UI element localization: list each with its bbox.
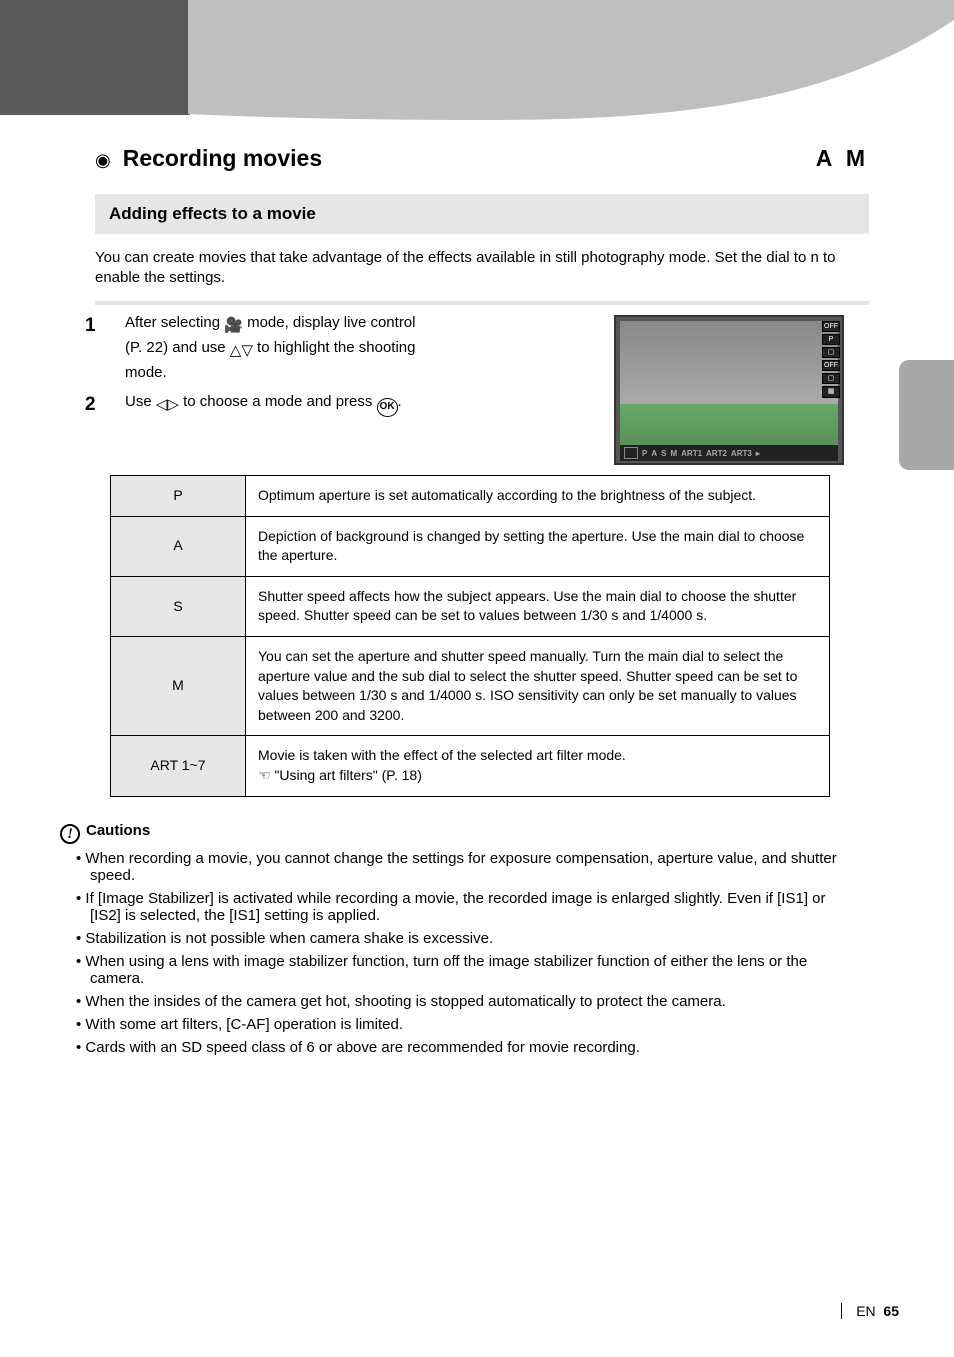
caution-icon: ! xyxy=(60,824,80,844)
leftright-icon: ◁▷ xyxy=(156,394,179,416)
lcd-cam-icon xyxy=(624,447,638,459)
lcd-mode: M xyxy=(670,449,677,458)
step1-text-c: (P. 22) and use xyxy=(125,339,230,356)
lcd-side-item: ▦ xyxy=(822,386,840,397)
step1-text-e: mode. xyxy=(125,364,167,381)
lcd-mode: ART3 xyxy=(731,449,752,458)
step1-text-b: mode, display live control xyxy=(243,314,416,331)
step2-text-b: to choose a mode and press xyxy=(179,393,377,410)
desc-cell: Depiction of background is changed by se… xyxy=(246,516,830,576)
step-number: 1 xyxy=(85,312,111,383)
section-title: Recording movies xyxy=(123,145,322,172)
subsection-bar: Adding effects to a movie xyxy=(95,194,869,234)
hand-pointer-icon: ☞ xyxy=(258,766,271,786)
caution-item: Stabilization is not possible when camer… xyxy=(60,930,844,947)
lcd-side-item: ▢ xyxy=(822,373,840,384)
section-heading-area: ◉ Recording movies A M Adding effects to… xyxy=(95,145,869,305)
movie-mode-icon: 🎥 xyxy=(224,315,243,337)
lcd-mode: P xyxy=(642,449,647,458)
lcd-side-item: ▢ xyxy=(822,347,840,358)
table-row: ART 1~7 Movie is taken with the effect o… xyxy=(111,736,830,796)
lcd-side-item: P xyxy=(822,334,840,345)
step2-text-a: Use xyxy=(125,393,156,410)
updown-icon: △▽ xyxy=(230,340,253,362)
mode-indicator: A M xyxy=(816,145,869,172)
step1-text-a: After selecting xyxy=(125,314,224,331)
desc-cell: Optimum aperture is set automatically ac… xyxy=(246,476,830,517)
lcd-arrow-icon: ▸ xyxy=(756,449,760,458)
page-number: 65 xyxy=(883,1303,899,1319)
mode-cell: M xyxy=(111,636,246,735)
mode-cell: ART 1~7 xyxy=(111,736,246,796)
separator xyxy=(95,301,869,305)
caution-item: When the insides of the camera get hot, … xyxy=(60,993,844,1010)
cautions-block: ! Cautions When recording a movie, you ca… xyxy=(60,822,844,1056)
caution-item: With some art filters, [C-AF] operation … xyxy=(60,1016,844,1033)
step2-text-c: . xyxy=(398,393,402,410)
table-row: S Shutter speed affects how the subject … xyxy=(111,576,830,636)
lcd-mode: ART2 xyxy=(706,449,727,458)
table-row: A Depiction of background is changed by … xyxy=(111,516,830,576)
art-desc-text: Movie is taken with the effect of the se… xyxy=(258,747,626,763)
caution-item: When using a lens with image stabilizer … xyxy=(60,953,844,987)
lang-label: EN xyxy=(856,1303,875,1319)
desc-cell: You can set the aperture and shutter spe… xyxy=(246,636,830,735)
record-icon: ◉ xyxy=(95,151,111,169)
side-thumb-tab xyxy=(899,360,954,470)
caution-item: When recording a movie, you cannot chang… xyxy=(60,850,844,884)
header-curve xyxy=(0,0,954,130)
lcd-mode: ART1 xyxy=(681,449,702,458)
step1-text-d: to highlight the shooting xyxy=(253,339,416,356)
lcd-mode: S xyxy=(661,449,666,458)
page-footer: EN 65 xyxy=(841,1303,899,1319)
ok-button-icon: OK xyxy=(377,398,398,417)
desc-cell: Shutter speed affects how the subject ap… xyxy=(246,576,830,636)
caution-item: Cards with an SD speed class of 6 or abo… xyxy=(60,1039,844,1056)
mode-cell: A xyxy=(111,516,246,576)
step-number: 2 xyxy=(85,391,111,419)
desc-cell: Movie is taken with the effect of the se… xyxy=(246,736,830,796)
caution-item: If [Image Stabilizer] is activated while… xyxy=(60,890,844,924)
intro-text: You can create movies that take advantag… xyxy=(95,248,869,289)
mode-cell: P xyxy=(111,476,246,517)
lcd-mode: A xyxy=(651,449,657,458)
lcd-side-item: OFF xyxy=(822,360,840,371)
table-row: M You can set the aperture and shutter s… xyxy=(111,636,830,735)
table-row: P Optimum aperture is set automatically … xyxy=(111,476,830,517)
mode-cell: S xyxy=(111,576,246,636)
mode-table: P Optimum aperture is set automatically … xyxy=(110,475,830,797)
cautions-heading: Cautions xyxy=(86,822,150,839)
art-link-text: "Using art filters" (P. 18) xyxy=(274,767,421,783)
lcd-side-item: OFF xyxy=(822,321,840,332)
lcd-screenshot: OFF P ▢ OFF ▢ ▦ P A S M ART1 ART2 ART3 ▸ xyxy=(614,315,844,465)
